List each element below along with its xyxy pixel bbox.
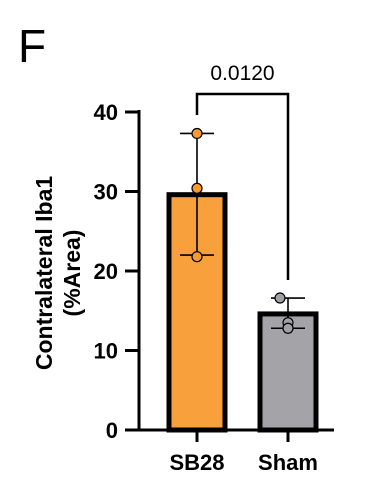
plot-area: 0 10 20 30 40 SB28 Sham 0.0120: [94, 62, 334, 475]
data-point-sb28-3: [191, 251, 203, 263]
y-axis-label: Contralateral Iba1 (%Area): [31, 176, 85, 370]
significance-bracket: [195, 92, 290, 280]
data-point-sham-3: [282, 322, 294, 334]
y-tick-label-30: 30: [94, 180, 118, 205]
x-tick-label-sb28: SB28: [169, 450, 224, 475]
y-tick-label-20: 20: [94, 259, 118, 284]
y-axis-label-line-2: (%Area): [59, 230, 85, 317]
data-point-sham-1: [274, 292, 286, 304]
data-point-sb28-1: [191, 127, 203, 140]
p-value-annotation: 0.0120: [210, 62, 274, 85]
data-point-sb28-2: [191, 182, 203, 194]
y-tick-label-0: 0: [106, 418, 118, 443]
y-tick-label-10: 10: [94, 339, 118, 364]
x-tick-label-sham: Sham: [258, 450, 318, 475]
y-axis-label-line-1: Contralateral Iba1: [31, 176, 57, 370]
panel-label: F: [18, 20, 46, 72]
y-tick-label-40: 40: [94, 100, 118, 125]
